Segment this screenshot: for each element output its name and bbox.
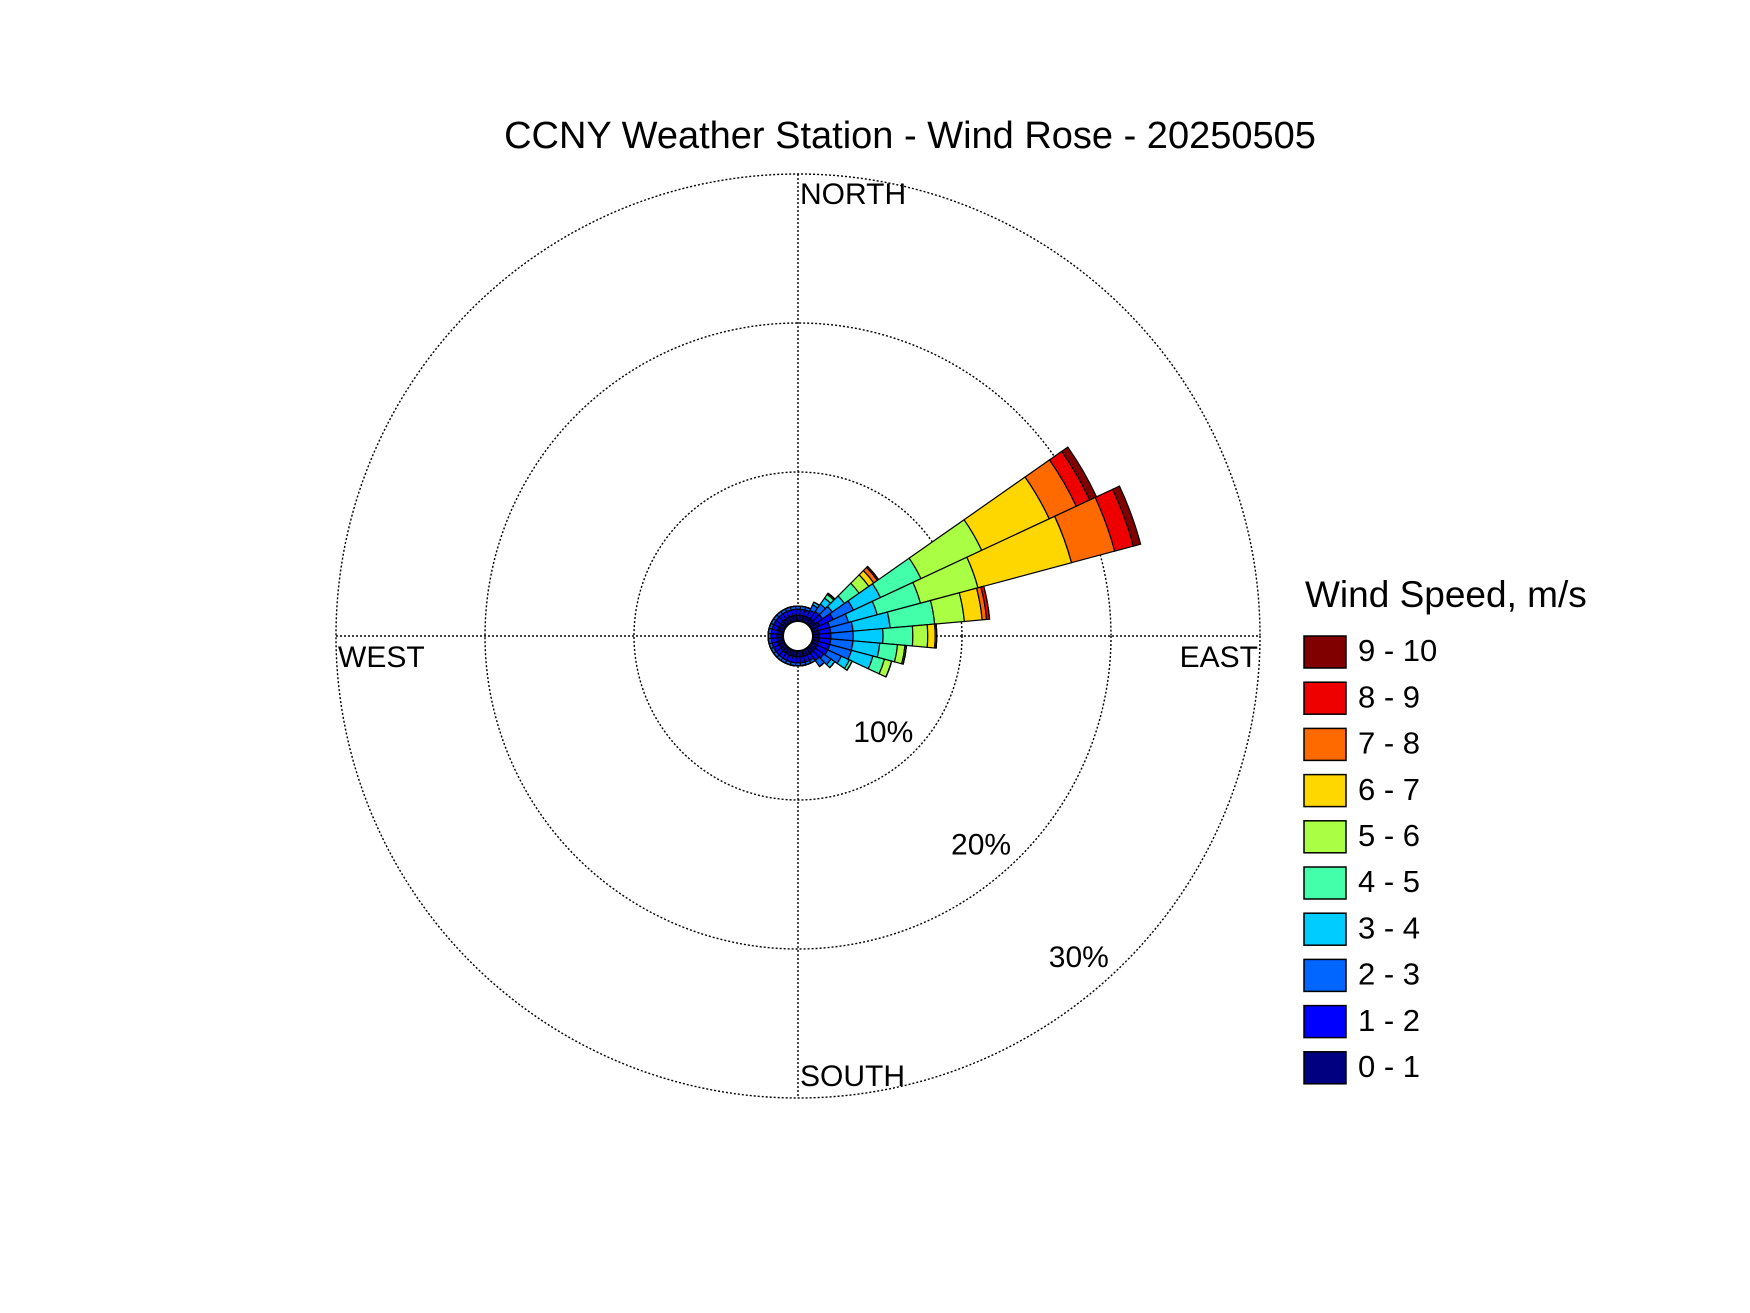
legend-label: 5 - 6	[1358, 818, 1420, 853]
legend-label: 1 - 2	[1358, 1003, 1420, 1038]
direction-label: SOUTH	[800, 1060, 905, 1093]
legend-label: 3 - 4	[1358, 910, 1420, 945]
direction-label: EAST	[1180, 641, 1258, 674]
wedge	[935, 623, 938, 649]
direction-label: NORTH	[800, 178, 906, 211]
grid-ring	[633, 471, 963, 801]
wedge	[926, 623, 936, 649]
legend-label: 4 - 5	[1358, 864, 1420, 899]
legend-swatch	[1303, 1004, 1347, 1039]
wedge	[819, 661, 825, 668]
legend-swatch	[1303, 912, 1347, 946]
r-tick-label: 30%	[1049, 941, 1109, 974]
legend-swatch	[1303, 681, 1347, 715]
grid-ring	[484, 322, 1112, 950]
legend-swatch	[1303, 1051, 1347, 1085]
wedge	[1111, 485, 1142, 547]
wedge	[885, 660, 893, 678]
legend-swatch	[1303, 866, 1347, 900]
legend-label: 9 - 10	[1358, 633, 1437, 668]
wedge	[846, 660, 853, 671]
wedge	[983, 586, 991, 620]
legend-swatch	[1303, 958, 1347, 993]
legend-label: 0 - 1	[1358, 1049, 1420, 1084]
r-tick-label: 20%	[951, 828, 1011, 861]
legend-label: 2 - 3	[1358, 957, 1420, 992]
legend-label: 6 - 7	[1358, 772, 1420, 807]
grid-ring	[335, 173, 1261, 1099]
legend-swatch	[1303, 820, 1347, 854]
wedge	[829, 661, 836, 669]
wedge	[790, 605, 796, 608]
legend-swatch	[1303, 773, 1347, 808]
wedge	[882, 625, 914, 647]
legend-swatch	[1303, 635, 1347, 669]
legend-label: 7 - 8	[1358, 726, 1420, 761]
legend-title: Wind Speed, m/s	[1305, 574, 1587, 615]
center-hole	[782, 620, 814, 652]
wedge	[911, 624, 929, 648]
r-tick-label: 10%	[853, 716, 913, 749]
legend-swatch	[1303, 727, 1347, 762]
direction-label: WEST	[338, 641, 425, 674]
legend-label: 8 - 9	[1358, 679, 1420, 714]
chart-title: CCNY Weather Station - Wind Rose - 20250…	[504, 115, 1316, 157]
